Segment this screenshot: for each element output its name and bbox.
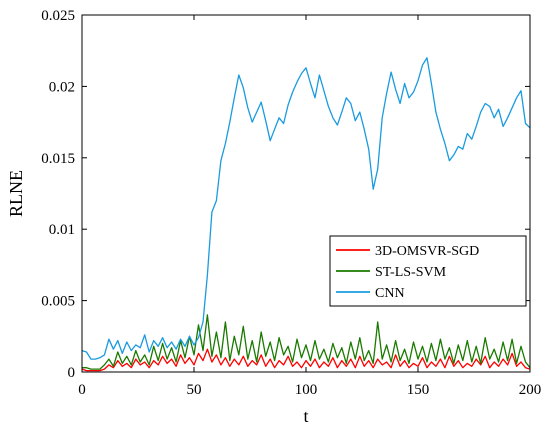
series-line-3d-omsvr-sgd	[81, 348, 531, 372]
legend: 3D-OMSVR-SGD ST-LS-SVM CNN	[329, 235, 527, 307]
x-tick-label: 0	[78, 382, 86, 398]
x-tick-label: 200	[519, 382, 542, 398]
x-tick-label: 100	[295, 382, 318, 398]
legend-label: ST-LS-SVM	[375, 265, 447, 280]
y-axis-title: RLNE	[6, 170, 26, 217]
x-tick-label: 50	[187, 382, 202, 398]
y-tick-label: 0.025	[41, 8, 75, 24]
legend-label: 3D-OMSVR-SGD	[375, 244, 479, 259]
legend-label: CNN	[375, 286, 405, 301]
series-line-cnn	[81, 57, 531, 360]
y-tick-label: 0.02	[49, 79, 75, 95]
y-tick-label: 0	[68, 365, 76, 381]
series-layer	[81, 57, 531, 372]
y-tick-label: 0.015	[41, 151, 75, 167]
series-line-st-ls-svm	[82, 314, 531, 370]
ticks-layer: 0 50 100 150 200 0 0.005 0.01 0.015 0.02 0.025	[41, 8, 541, 398]
y-tick-label: 0.01	[49, 222, 75, 238]
y-tick-label: 0.005	[41, 294, 75, 310]
x-tick-label: 150	[407, 382, 430, 398]
x-axis-title: t	[303, 406, 308, 426]
